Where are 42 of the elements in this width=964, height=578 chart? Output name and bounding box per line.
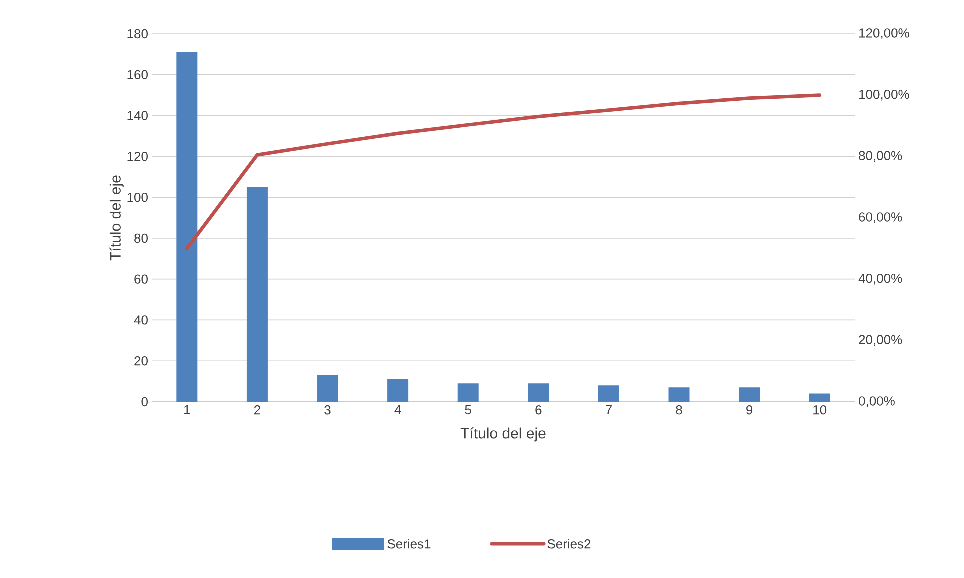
y2-tick-label: 40,00% xyxy=(858,274,902,285)
bar xyxy=(246,187,268,402)
y-tick-label: 100 xyxy=(128,192,148,202)
bar xyxy=(458,384,479,402)
legend-label: Series2 xyxy=(548,539,591,549)
x-tick-label: 1 xyxy=(184,406,190,414)
bar xyxy=(739,388,760,402)
x-tick-label: 6 xyxy=(536,406,542,415)
y2-tick-label: 0,00% xyxy=(859,396,895,408)
y-tick-label: 120 xyxy=(128,152,148,162)
y-tick-label: 140 xyxy=(128,111,148,120)
bar xyxy=(528,384,550,402)
y2-tick-label: 60,00% xyxy=(859,212,902,224)
x-tick-label: 8 xyxy=(676,406,682,415)
x-axis-title: Título del eje xyxy=(460,428,546,442)
y2-tick-label: 80,00% xyxy=(859,151,902,162)
y2-tick-label: 120,00% xyxy=(860,28,910,40)
x-tick-label: 4 xyxy=(394,406,402,414)
bar xyxy=(388,380,409,402)
x-tick-label: 10 xyxy=(814,406,827,415)
legend-label: Series1 xyxy=(388,539,431,549)
bar xyxy=(668,388,690,402)
y2-tick-label: 100,00% xyxy=(860,90,910,101)
y-tick-label: 20 xyxy=(134,356,148,366)
bar xyxy=(809,394,830,402)
y-tick-label: 160 xyxy=(128,70,148,80)
y-axis-title: Título del eje xyxy=(110,176,124,261)
y-tick-label: 80 xyxy=(134,234,148,244)
y-tick-label: 60 xyxy=(134,274,148,284)
x-tick-label: 9 xyxy=(746,406,753,415)
x-tick-label: 5 xyxy=(465,406,472,415)
x-tick-label: 7 xyxy=(606,406,612,414)
line-series xyxy=(185,94,822,250)
bar xyxy=(176,52,198,402)
y2-tick-label: 20,00% xyxy=(859,335,902,346)
bar xyxy=(317,375,338,402)
y-tick-label: 40 xyxy=(134,316,148,325)
x-tick-label: 2 xyxy=(254,406,260,415)
y-tick-label: 0 xyxy=(142,397,148,407)
y-tick-label: 180 xyxy=(128,29,148,39)
x-tick-label: 3 xyxy=(324,406,331,415)
bar xyxy=(598,386,620,402)
